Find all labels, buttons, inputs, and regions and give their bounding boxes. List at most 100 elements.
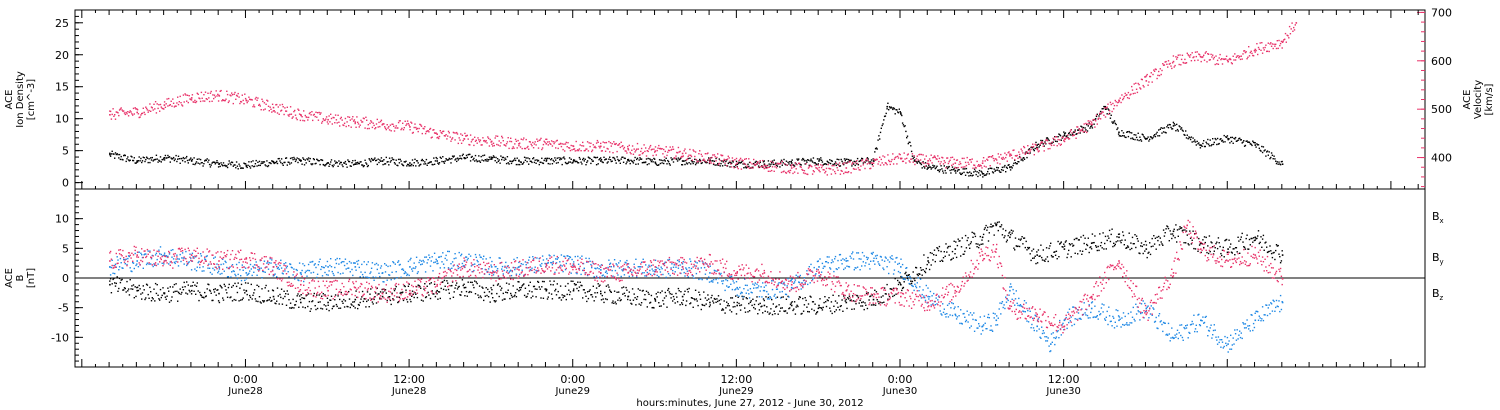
bottom-panel-data-point: [1272, 252, 1274, 254]
top-panel-data-point: [537, 159, 540, 162]
top-panel-data-point: [1203, 140, 1205, 142]
bottom-panel-data-point: [182, 289, 185, 291]
top-panel-data-point: [1068, 132, 1071, 134]
bottom-panel-data-point: [888, 295, 891, 298]
bottom-panel-data-point: [262, 301, 265, 303]
top-panel-data-point: [633, 159, 635, 162]
bottom-panel-data-point: [845, 301, 848, 304]
top-panel-data-point: [961, 157, 963, 160]
bottom-panel-data-point: [545, 289, 548, 292]
top-panel-data-point: [566, 162, 568, 165]
top-panel-data-point: [806, 173, 808, 175]
bottom-panel-data-point: [190, 293, 193, 295]
bottom-panel-data-point: [176, 290, 178, 292]
top-panel-data-point: [206, 98, 208, 101]
top-panel-data-point: [613, 141, 615, 143]
bottom-panel-data-point: [195, 293, 197, 295]
bottom-panel-data-point: [199, 266, 201, 269]
top-panel-data-point: [200, 162, 203, 164]
top-panel-data-point: [242, 167, 244, 169]
top-panel-data-point: [843, 158, 846, 160]
top-panel-data-point: [638, 159, 640, 161]
bottom-panel-data-point: [357, 307, 359, 310]
top-panel-data-point: [825, 163, 828, 166]
bottom-panel-data-point: [738, 302, 740, 305]
top-panel-data-point: [263, 102, 266, 104]
top-panel-data-point: [1060, 139, 1062, 141]
top-panel-data-point: [924, 162, 927, 164]
top-panel-data-point: [305, 116, 307, 118]
bottom-panel-data-point: [239, 269, 241, 271]
bottom-panel-data-point: [931, 252, 933, 255]
top-panel-data-point: [690, 163, 692, 165]
top-panel-data-point: [879, 164, 882, 166]
top-panel-data-point: [338, 160, 340, 162]
top-panel-data-point: [1232, 142, 1234, 144]
top-panel-data-point: [199, 158, 202, 161]
top-panel-data-point: [1075, 137, 1077, 139]
bottom-panel-data-point: [661, 290, 663, 292]
bottom-panel-data-point: [397, 261, 399, 263]
bottom-panel-data-point: [509, 297, 511, 300]
top-panel-data-point: [583, 160, 585, 162]
bottom-panel-data-point: [986, 229, 988, 231]
bottom-panel-data-point: [382, 291, 384, 293]
bottom-panel-data-point: [921, 274, 923, 276]
top-panel-data-point: [312, 163, 314, 165]
bottom-panel-data-point: [161, 294, 163, 297]
top-panel-data-point: [256, 99, 258, 101]
top-panel-data-point: [622, 161, 625, 163]
bottom-panel-data-point: [651, 307, 653, 309]
bottom-panel-data-point: [945, 243, 947, 245]
bottom-panel-data-point: [220, 285, 222, 288]
bottom-panel-data-point: [502, 292, 504, 295]
top-panel-data-point: [205, 159, 207, 162]
top-panel-data-point: [636, 158, 638, 161]
top-panel-data-point: [474, 160, 476, 162]
top-panel-data-point: [199, 163, 201, 165]
top-panel-data-point: [695, 162, 698, 164]
top-panel-data-point: [766, 164, 769, 167]
top-panel-data-point: [1099, 112, 1101, 115]
top-panel-data-point: [402, 164, 404, 166]
bottom-panel-data-point: [716, 298, 718, 300]
top-panel-data-point: [592, 144, 594, 146]
top-panel-data-point: [444, 135, 446, 137]
top-panel-data-point: [271, 103, 274, 105]
top-panel-data-point: [730, 166, 733, 168]
top-panel-data-point: [387, 127, 389, 129]
top-panel-data-point: [503, 159, 505, 161]
bottom-panel-data-point: [483, 299, 485, 302]
bottom-panel-data-point: [481, 286, 483, 288]
bottom-panel-data-point: [137, 266, 140, 268]
top-panel-data-point: [204, 159, 207, 161]
top-panel-data-point: [771, 166, 774, 168]
bottom-panel-data-point: [954, 253, 956, 255]
bottom-panel-data-point: [192, 281, 194, 283]
top-panel-data-point: [1104, 116, 1107, 118]
bottom-panel-data-point: [436, 289, 438, 292]
bottom-panel-data-point: [126, 263, 128, 266]
top-panel-data-point: [1044, 141, 1046, 143]
bottom-panel-data-point: [995, 224, 998, 227]
top-panel-data-point: [258, 164, 260, 167]
top-panel-data-point: [735, 157, 738, 160]
bottom-panel-data-point: [1050, 242, 1052, 244]
top-panel-data-point: [280, 109, 283, 111]
top-panel-data-point: [195, 162, 197, 165]
bottom-panel-data-point: [294, 276, 297, 278]
bottom-panel-data-point: [144, 298, 146, 301]
top-panel-data-point: [374, 128, 376, 130]
top-panel-data-point: [375, 159, 378, 161]
top-panel-data-point: [295, 117, 297, 119]
bottom-panel-data-point: [870, 295, 872, 297]
top-panel-data-point: [163, 101, 166, 103]
top-panel-data-point: [1161, 69, 1163, 72]
top-panel-data-point: [1190, 136, 1193, 138]
top-panel-data-point: [248, 96, 250, 98]
bottom-panel-data-point: [513, 295, 515, 298]
top-panel-data-point: [153, 159, 155, 161]
top-panel-data-point: [1158, 74, 1161, 77]
top-panel-data-point: [1255, 49, 1257, 52]
